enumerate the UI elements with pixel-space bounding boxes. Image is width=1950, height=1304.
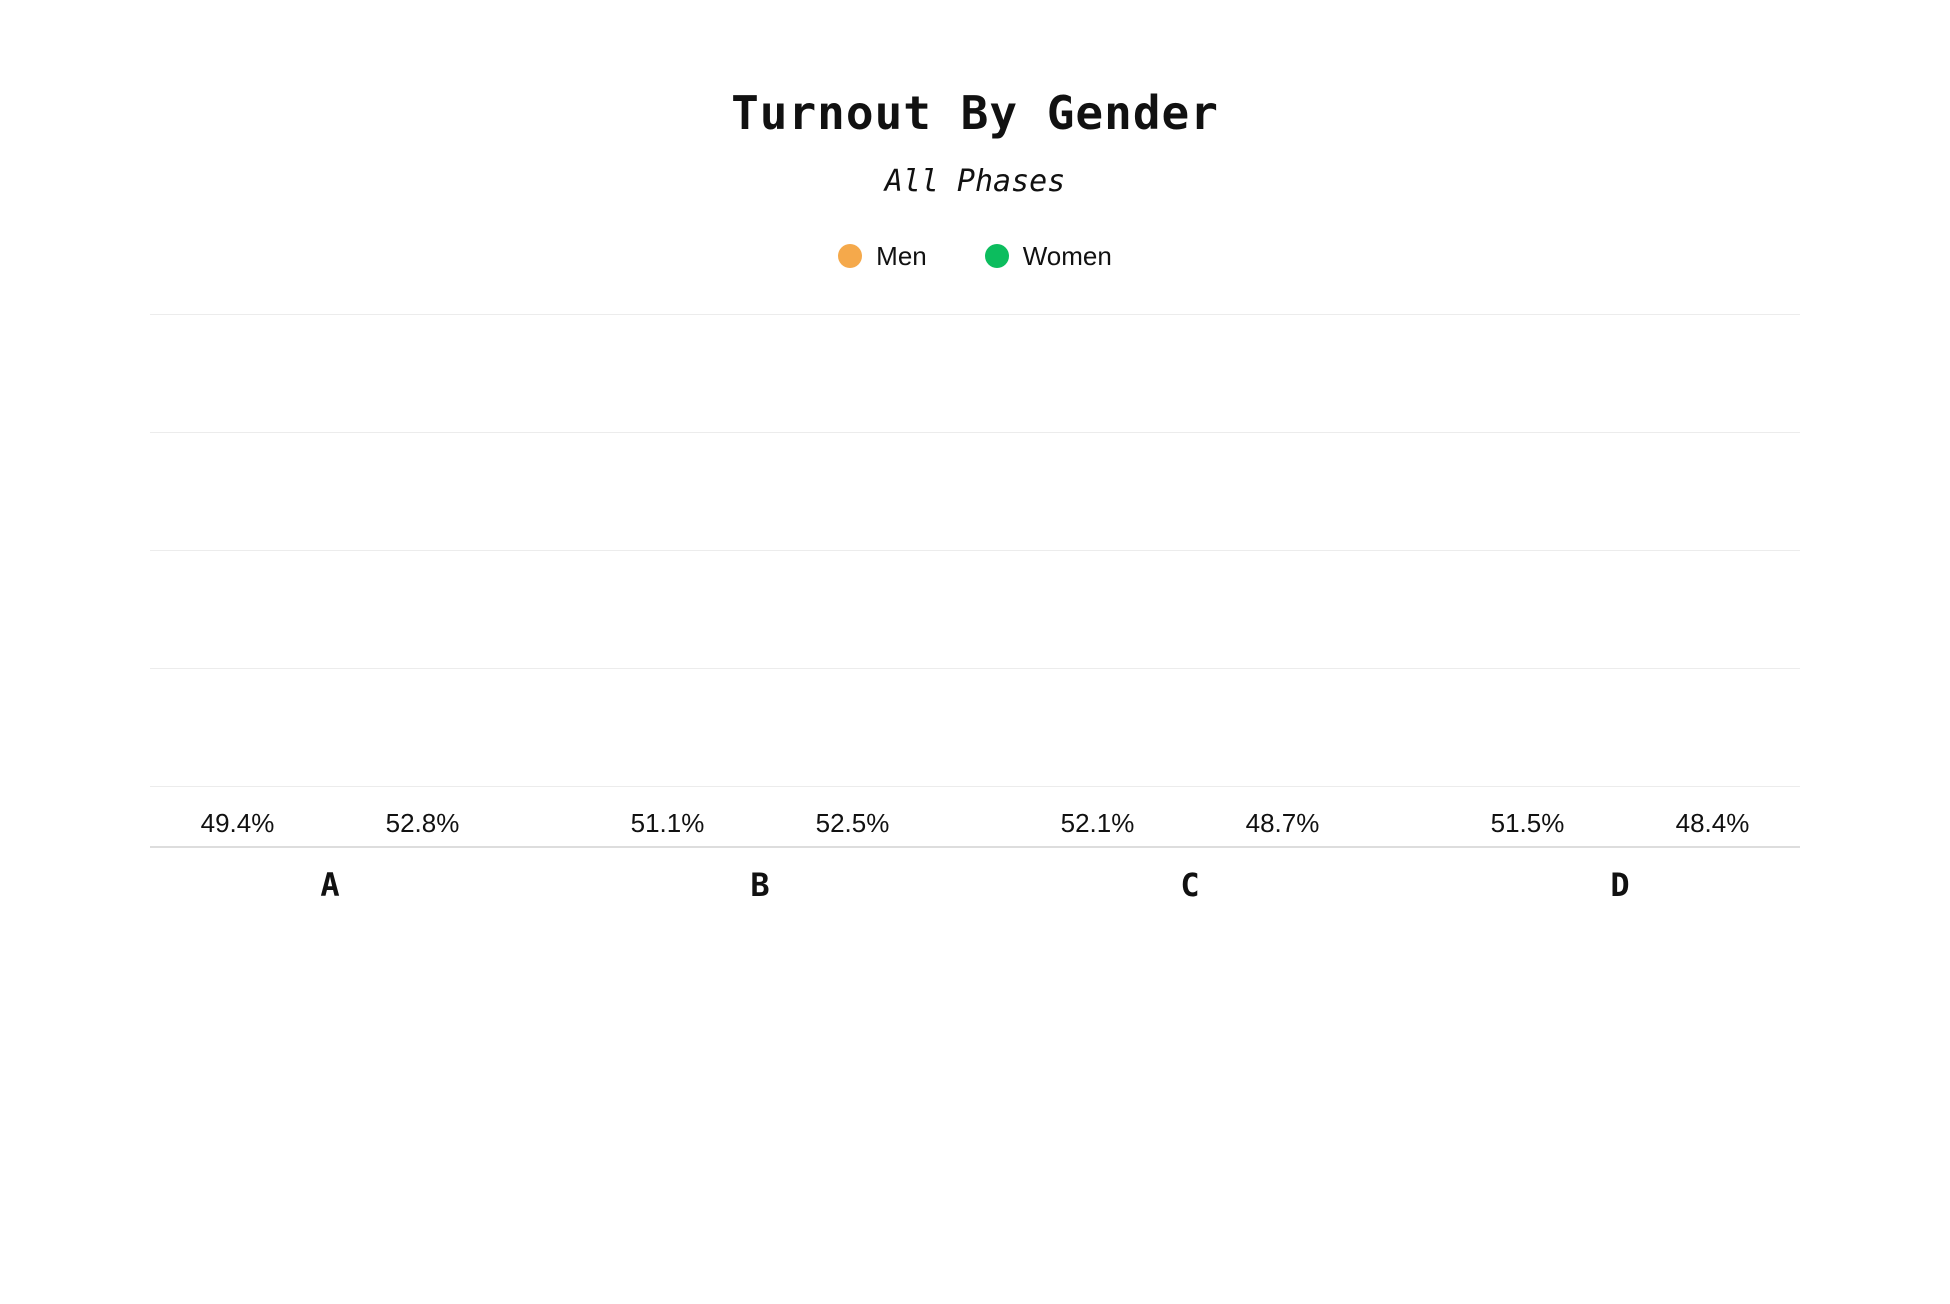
x-axis-label-b: B — [750, 866, 770, 904]
bar-value-label: 49.4% — [200, 808, 275, 838]
gridline — [150, 432, 1800, 433]
bar-groups: 49.4% 52.8% 51.1% 52.5% 52.1% 48.7% 51.5% 48.4% — [150, 315, 1800, 846]
gridlines — [150, 314, 1800, 846]
gridline — [150, 668, 1800, 669]
legend-item-men: Men — [838, 241, 927, 272]
chart-title: Turnout By Gender — [731, 86, 1219, 140]
men-color-swatch-icon — [838, 244, 863, 268]
bar-value-label: 51.1% — [630, 808, 705, 838]
women-color-swatch-icon — [984, 244, 1009, 268]
bar-value-label: 48.4% — [1675, 808, 1750, 838]
bar-value-label: 52.8% — [385, 808, 460, 838]
turnout-chart: Turnout By Gender All Phases Men Women 4… — [0, 86, 1950, 1304]
bar-value-label: 52.5% — [815, 808, 890, 838]
x-axis-label-d: D — [1610, 866, 1630, 904]
legend-item-women: Women — [984, 240, 1112, 272]
legend-label-women: Women — [1022, 240, 1112, 271]
plot-area: 49.4% 52.8% 51.1% 52.5% 52.1% 48.7% 51.5% 48.4% — [150, 314, 1800, 848]
bar-value-label: 48.7% — [1245, 808, 1320, 838]
x-axis-label-c: C — [1180, 866, 1200, 904]
legend: Men Women — [0, 241, 1950, 271]
bar-value-label: 51.5% — [1490, 808, 1565, 838]
gridline — [150, 314, 1800, 315]
chart-subtitle: All Phases — [884, 164, 1066, 199]
gridline — [150, 786, 1800, 787]
x-axis-labels: A B C D — [150, 866, 1800, 904]
x-axis-label-a: A — [320, 866, 340, 904]
bar-value-label: 52.1% — [1060, 808, 1135, 838]
legend-label-men: Men — [876, 240, 927, 271]
gridline — [150, 550, 1800, 551]
plot-wrap: 49.4% 52.8% 51.1% 52.5% 52.1% 48.7% 51.5% 48.4%… — [150, 314, 1800, 904]
